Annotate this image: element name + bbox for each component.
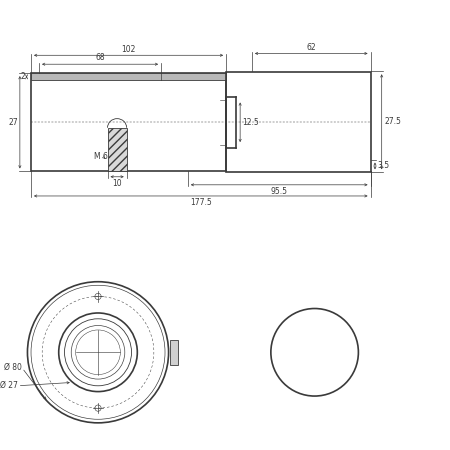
- Text: 27.5: 27.5: [384, 117, 401, 126]
- Text: 177.5: 177.5: [190, 198, 212, 207]
- Text: 2: 2: [20, 72, 25, 81]
- Text: 68: 68: [95, 54, 105, 63]
- Text: M 6: M 6: [94, 153, 108, 162]
- Text: 102: 102: [122, 45, 136, 54]
- Bar: [31, 73, 226, 81]
- Text: 62: 62: [306, 43, 316, 52]
- Text: 95.5: 95.5: [271, 187, 288, 196]
- Text: 10: 10: [112, 179, 122, 188]
- Text: 12.5: 12.5: [243, 118, 259, 127]
- Text: Ø 27: Ø 27: [0, 380, 18, 389]
- Bar: [171, 340, 178, 365]
- Text: 27: 27: [8, 118, 18, 127]
- Bar: [108, 128, 126, 171]
- Bar: [226, 72, 370, 172]
- Text: 3.5: 3.5: [377, 162, 389, 171]
- Text: Ø 80: Ø 80: [4, 363, 22, 372]
- Bar: [31, 73, 226, 171]
